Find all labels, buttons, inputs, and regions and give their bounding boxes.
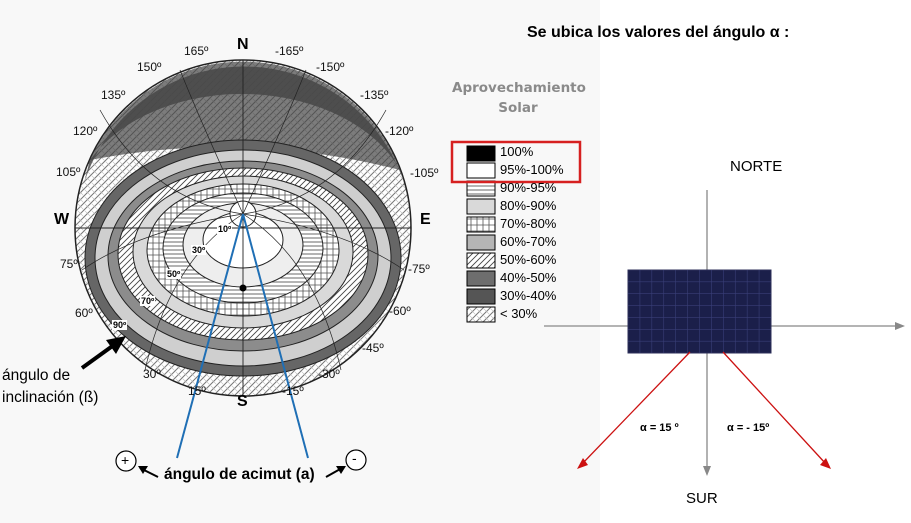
legend-item: 40%-50% [500, 270, 557, 285]
legend-item: 100% [500, 144, 534, 159]
legend-item: < 30% [500, 306, 538, 321]
legend-item: 95%-100% [500, 162, 564, 177]
azimuth-label: 105º [56, 165, 81, 179]
minus-sign: - [352, 450, 357, 466]
ring-label: 30º [191, 245, 207, 255]
legend-item: 30%-40% [500, 288, 557, 303]
legend-title: Aprovechamiento Solar [452, 78, 586, 118]
north-label: NORTE [730, 158, 783, 175]
azimuth-label: -165º [275, 44, 304, 58]
azimuth-label: -30º [318, 367, 340, 381]
inclination-label-line1: ángulo de [2, 367, 71, 384]
legend-swatches [466, 145, 496, 323]
legend-highlight-box [450, 140, 582, 184]
cardinal-north: N [237, 36, 249, 53]
ring-label: 70º [140, 296, 156, 306]
azimuth-label: -135º [360, 88, 389, 102]
center-dot [239, 284, 247, 292]
orientation-sketch [544, 190, 905, 476]
plus-sign: + [121, 452, 130, 468]
minus-circle [345, 449, 367, 471]
azimuth-label-text: ángulo de acimut (a) [164, 466, 315, 483]
alpha-positive-label: α = 15 º [640, 422, 679, 434]
cardinal-west: W [54, 211, 70, 228]
alpha-negative-label: α = - 15º [727, 422, 770, 434]
legend-item: 60%-70% [500, 234, 557, 249]
legend-title-line1: Aprovechamiento [452, 80, 586, 96]
ring-label: 90º [112, 320, 128, 330]
azimuth-label: 30º [143, 367, 161, 381]
plus-circle [115, 450, 137, 472]
azimuth-label: 15º [188, 384, 206, 398]
azimuth-label: -45º [362, 341, 384, 355]
legend-item: 50%-60% [500, 252, 557, 267]
azimuth-label: -120º [385, 124, 414, 138]
azimuth-label: 60º [75, 306, 93, 320]
legend-item: 80%-90% [500, 198, 557, 213]
ring-label: 10º [217, 224, 233, 234]
legend-title-line2: Solar [498, 100, 538, 116]
azimuth-label: 75º [60, 257, 78, 271]
south-label: SUR [686, 490, 718, 507]
legend-item: 70%-80% [500, 216, 557, 231]
azimuth-label: 135º [101, 88, 126, 102]
slide-heading: Se ubica los valores del ángulo α : [527, 24, 790, 41]
cardinal-east: E [420, 211, 431, 228]
azimuth-ray-left [176, 213, 244, 459]
azimuth-label: 150º [137, 60, 162, 74]
cardinal-south: S [237, 393, 248, 410]
azimuth-label: -150º [316, 60, 345, 74]
azimuth-label: -75º [408, 262, 430, 276]
sundial [74, 59, 412, 397]
legend-item: 90%-95% [500, 180, 557, 195]
azimuth-label: -105º [410, 166, 439, 180]
azimuth-label: 165º [184, 44, 209, 58]
azimuth-label: 120º [73, 124, 98, 138]
ring-label: 50º [166, 269, 182, 279]
azimuth-ray-right [242, 213, 309, 459]
azimuth-label: -15º [282, 384, 304, 398]
inclination-label-line2: inclinación (ß) [2, 389, 99, 406]
alpha-arrow-right [722, 351, 827, 465]
inclination-arrow [80, 336, 126, 370]
alpha-arrow-left [581, 351, 691, 465]
azimuth-label: -60º [389, 304, 411, 318]
